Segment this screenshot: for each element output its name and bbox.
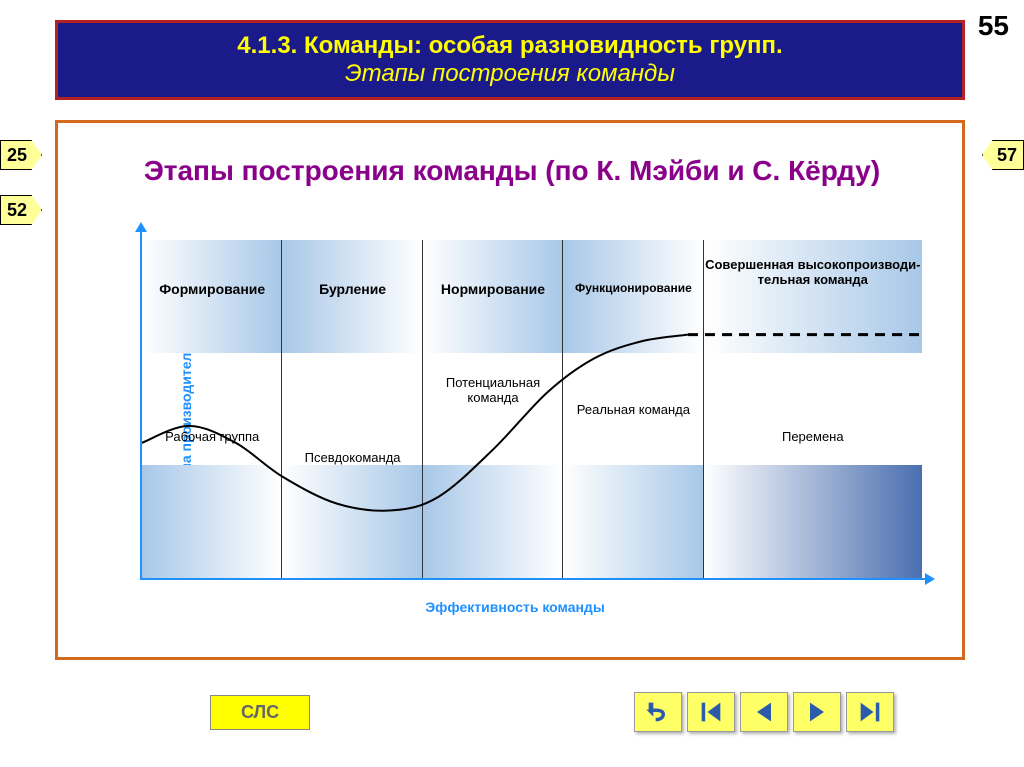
cell	[282, 353, 422, 466]
next-section-icon	[856, 698, 884, 726]
prev-section-icon	[697, 698, 725, 726]
x-axis	[140, 578, 930, 580]
stage-sublabel: Реальная команда	[563, 402, 703, 417]
cell	[563, 465, 703, 578]
chart-area: Влияние на производительность Эффективно…	[100, 230, 930, 610]
stage-label: Формирование	[142, 281, 282, 297]
cell	[282, 465, 422, 578]
cell	[423, 353, 563, 466]
cell	[142, 353, 282, 466]
grid-row-bot	[142, 465, 922, 578]
stage-sublabel: Псевдокоманда	[282, 450, 422, 465]
header-subtitle: Этапы построения команды	[345, 60, 675, 88]
next-icon	[803, 698, 831, 726]
x-axis-arrow-icon	[925, 573, 935, 585]
prev-button[interactable]	[740, 692, 788, 732]
stage-sublabel: Потенциальная команда	[423, 375, 563, 405]
header-title: 4.1.3. Команды: особая разновидность гру…	[237, 32, 782, 60]
cell	[142, 465, 282, 578]
stage-label: Совершенная высокопроизводи-тельная кома…	[704, 257, 922, 288]
grid-row-mid	[142, 353, 922, 466]
next-section-button[interactable]	[846, 692, 894, 732]
nav-button-group	[634, 692, 894, 732]
cell	[704, 465, 922, 578]
cell	[704, 353, 922, 466]
stage-label: Бурление	[282, 281, 422, 297]
cell	[563, 240, 703, 353]
next-button[interactable]	[793, 692, 841, 732]
slide-header: 4.1.3. Команды: особая разновидность гру…	[55, 20, 965, 100]
stage-label: Нормирование	[423, 281, 563, 297]
footer-nav: СЛС	[0, 687, 1024, 737]
cell	[423, 465, 563, 578]
x-axis-label: Эффективность команды	[425, 599, 605, 615]
prev-icon	[750, 698, 778, 726]
stage-sublabel: Рабочая группа	[142, 429, 282, 444]
stage-sublabel: Перемена	[704, 429, 922, 444]
sls-button[interactable]: СЛС	[210, 695, 310, 730]
return-button[interactable]	[634, 692, 682, 732]
chart-title: Этапы построения команды (по К. Мэйби и …	[0, 155, 1024, 187]
chart-grid: Формирование Бурление Нормирование Функц…	[142, 240, 922, 578]
nav-link-52[interactable]: 52	[0, 195, 42, 225]
stage-label: Функционирование	[563, 281, 703, 295]
return-icon	[644, 698, 672, 726]
page-number: 55	[978, 10, 1009, 42]
prev-section-button[interactable]	[687, 692, 735, 732]
y-axis-arrow-icon	[135, 222, 147, 232]
